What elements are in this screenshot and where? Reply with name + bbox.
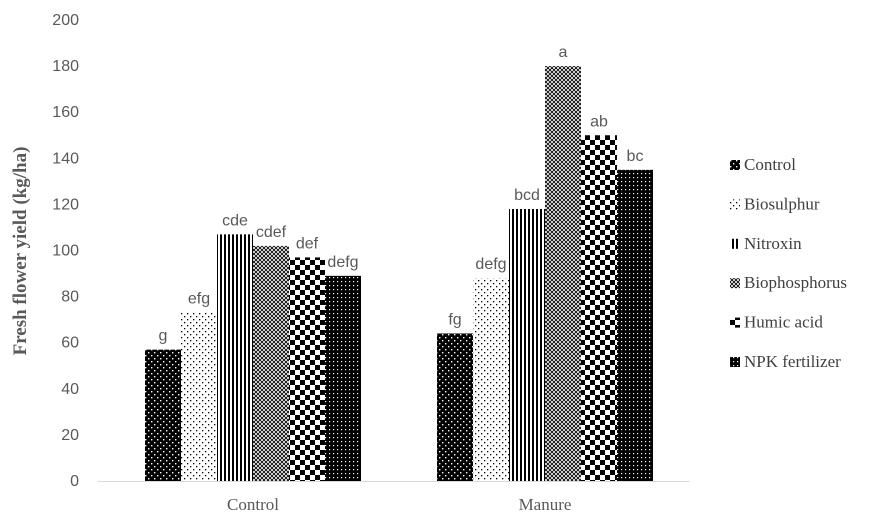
legend-swatch [730,238,740,249]
legend-swatch [730,199,740,210]
legend-label: Nitroxin [744,234,802,253]
bar-nitroxin-manure [509,209,545,481]
data-label: cdef [256,224,287,241]
y-tick-label: 100 [52,243,79,260]
bar-control-manure [437,333,473,481]
legend: Control Biosulphur Nitroxin Biophosphorus Hu… [730,155,847,371]
data-label: bc [627,148,644,165]
y-tick-label: 0 [70,473,79,490]
legend-swatch [730,317,740,328]
legend-swatch [730,278,740,289]
y-tick-label: 60 [61,335,79,352]
bar-npk-fertilizer-control [325,275,361,481]
y-tick-label: 200 [52,12,79,29]
y-tick-label: 180 [52,58,79,75]
data-label: defg [327,254,358,271]
data-label: def [296,235,319,252]
legend-swatch [730,357,740,367]
data-label: cde [222,212,248,229]
legend-label: Control [744,155,796,174]
bar-biophosphorus-manure [545,66,581,481]
bar-humic-acid-control [289,257,325,481]
y-tick-label: 160 [52,104,79,121]
y-tick-label: 120 [52,196,79,213]
axis-layer: 0 20 40 60 80 100 120 140 160 180 200 Control Manure [52,12,690,514]
data-label: ab [590,113,608,130]
legend-label: NPK fertilizer [744,352,841,371]
y-tick-label: 140 [52,150,79,167]
y-tick-label: 80 [61,289,79,306]
y-tick-label: 20 [61,427,79,444]
bar-biophosphorus-control [253,245,289,481]
bar-nitroxin-control [217,234,253,481]
legend-label: Humic acid [744,313,823,332]
bar-control-control [145,349,181,481]
data-label: a [559,44,568,61]
y-axis-title: Fresh flower yield (kg/ha) [10,147,31,356]
data-label: g [159,328,168,345]
data-label: bcd [514,187,540,204]
data-label: defg [475,256,506,273]
bar-humic-acid-manure [581,135,617,481]
x-category-label: Control [227,495,279,514]
legend-swatch [730,160,740,170]
x-category-label: Manure [519,495,572,514]
bar-biosulphur-manure [473,278,509,481]
legend-label: Biosulphur [744,194,820,213]
data-label: efg [188,291,210,308]
y-tick-label: 40 [61,381,79,398]
data-label: fg [448,311,461,328]
legend-label: Biophosphorus [744,273,847,292]
bars-layer [145,66,653,481]
bar-biosulphur-control [181,312,217,481]
bar-npk-fertilizer-manure [617,169,653,481]
